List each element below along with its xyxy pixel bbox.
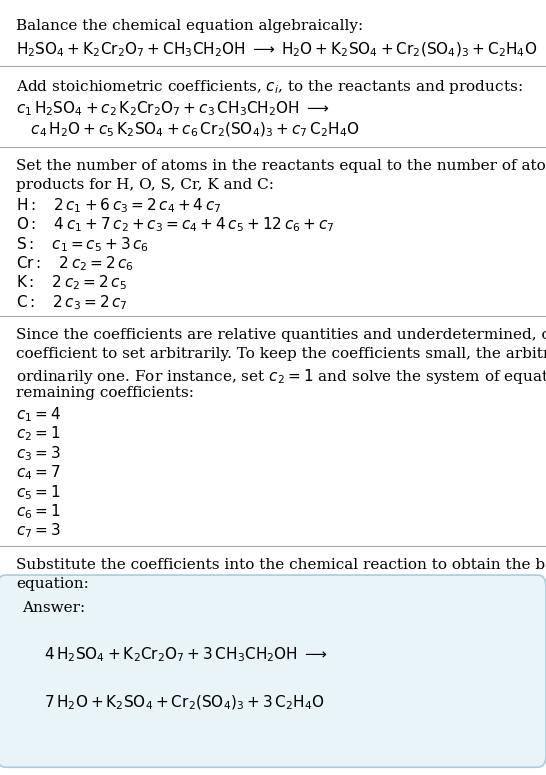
Text: $4\,\mathrm{H_2SO_4} + \mathrm{K_2Cr_2O_7} + 3\,\mathrm{CH_3CH_2OH} \;\longright: $4\,\mathrm{H_2SO_4} + \mathrm{K_2Cr_2O_… <box>44 645 327 663</box>
Text: $\mathrm{O:}\quad 4\,c_1 + 7\,c_2 + c_3 = c_4 + 4\,c_5 + 12\,c_6 + c_7$: $\mathrm{O:}\quad 4\,c_1 + 7\,c_2 + c_3 … <box>16 215 335 234</box>
Text: Since the coefficients are relative quantities and underdetermined, choose a: Since the coefficients are relative quan… <box>16 328 546 342</box>
Text: equation:: equation: <box>16 577 89 591</box>
Text: Balance the chemical equation algebraically:: Balance the chemical equation algebraica… <box>16 19 364 33</box>
Text: Add stoichiometric coefficients, $c_i$, to the reactants and products:: Add stoichiometric coefficients, $c_i$, … <box>16 78 523 95</box>
Text: $c_1\,\mathrm{H_2SO_4} + c_2\,\mathrm{K_2Cr_2O_7} + c_3\,\mathrm{CH_3CH_2OH} \;\: $c_1\,\mathrm{H_2SO_4} + c_2\,\mathrm{K_… <box>16 99 330 118</box>
Text: $\mathrm{K:}\quad 2\,c_2 = 2\,c_5$: $\mathrm{K:}\quad 2\,c_2 = 2\,c_5$ <box>16 274 127 292</box>
Text: $c_5 = 1$: $c_5 = 1$ <box>16 483 61 501</box>
Text: Substitute the coefficients into the chemical reaction to obtain the balanced: Substitute the coefficients into the che… <box>16 558 546 572</box>
Text: Set the number of atoms in the reactants equal to the number of atoms in the: Set the number of atoms in the reactants… <box>16 159 546 173</box>
Text: $c_7 = 3$: $c_7 = 3$ <box>16 522 61 540</box>
Text: $c_2 = 1$: $c_2 = 1$ <box>16 425 61 443</box>
Text: Answer:: Answer: <box>22 601 85 615</box>
Text: $\quad c_4\,\mathrm{H_2O} + c_5\,\mathrm{K_2SO_4} + c_6\,\mathrm{Cr_2(SO_4)_3} +: $\quad c_4\,\mathrm{H_2O} + c_5\,\mathrm… <box>16 120 360 139</box>
Text: $\mathrm{Cr:}\quad 2\,c_2 = 2\,c_6$: $\mathrm{Cr:}\quad 2\,c_2 = 2\,c_6$ <box>16 254 134 273</box>
Text: remaining coefficients:: remaining coefficients: <box>16 386 194 400</box>
Text: $c_1 = 4$: $c_1 = 4$ <box>16 405 62 424</box>
Text: $\mathrm{H_2SO_4 + K_2Cr_2O_7 + CH_3CH_2OH \;\longrightarrow\; H_2O + K_2SO_4 + : $\mathrm{H_2SO_4 + K_2Cr_2O_7 + CH_3CH_2… <box>16 40 538 59</box>
Text: $\mathrm{S:}\quad c_1 = c_5 + 3\,c_6$: $\mathrm{S:}\quad c_1 = c_5 + 3\,c_6$ <box>16 235 150 253</box>
Text: products for H, O, S, Cr, K and C:: products for H, O, S, Cr, K and C: <box>16 178 275 192</box>
Text: $c_6 = 1$: $c_6 = 1$ <box>16 502 61 521</box>
FancyBboxPatch shape <box>0 575 546 767</box>
Text: $c_4 = 7$: $c_4 = 7$ <box>16 463 61 482</box>
Text: $\mathrm{H:}\quad 2\,c_1 + 6\,c_3 = 2\,c_4 + 4\,c_7$: $\mathrm{H:}\quad 2\,c_1 + 6\,c_3 = 2\,c… <box>16 196 222 215</box>
Text: $7\,\mathrm{H_2O} + \mathrm{K_2SO_4} + \mathrm{Cr_2(SO_4)_3} + 3\,\mathrm{C_2H_4: $7\,\mathrm{H_2O} + \mathrm{K_2SO_4} + \… <box>44 694 324 712</box>
Text: ordinarily one. For instance, set $c_2 = 1$ and solve the system of equations fo: ordinarily one. For instance, set $c_2 =… <box>16 367 546 386</box>
Text: $c_3 = 3$: $c_3 = 3$ <box>16 444 61 463</box>
Text: $\mathrm{C:}\quad 2\,c_3 = 2\,c_7$: $\mathrm{C:}\quad 2\,c_3 = 2\,c_7$ <box>16 293 128 312</box>
Text: coefficient to set arbitrarily. To keep the coefficients small, the arbitrary va: coefficient to set arbitrarily. To keep … <box>16 347 546 361</box>
